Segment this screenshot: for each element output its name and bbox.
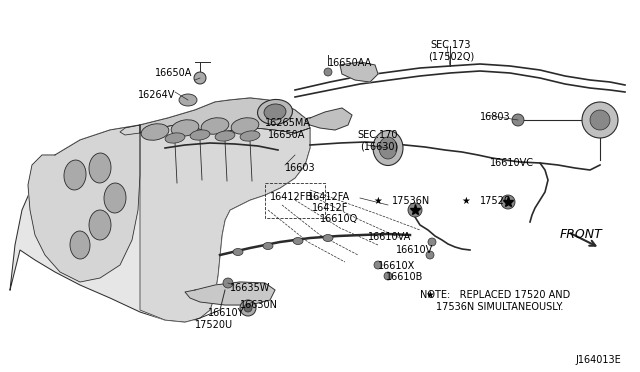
Ellipse shape: [201, 118, 229, 134]
Text: 16603: 16603: [285, 163, 316, 173]
Text: FRONT: FRONT: [560, 228, 603, 241]
Circle shape: [374, 261, 382, 269]
Polygon shape: [28, 125, 140, 282]
Ellipse shape: [293, 237, 303, 244]
Polygon shape: [120, 98, 310, 135]
Circle shape: [512, 114, 524, 126]
Text: 16610Y: 16610Y: [208, 308, 244, 318]
Text: SEC.170: SEC.170: [357, 130, 397, 140]
Circle shape: [426, 251, 434, 259]
Text: 16635W: 16635W: [230, 283, 270, 293]
Ellipse shape: [165, 133, 185, 143]
Text: 16412FA: 16412FA: [308, 192, 350, 202]
Ellipse shape: [64, 160, 86, 190]
Polygon shape: [140, 125, 310, 322]
Ellipse shape: [141, 124, 169, 140]
Ellipse shape: [240, 131, 260, 141]
Ellipse shape: [233, 248, 243, 256]
Ellipse shape: [179, 94, 197, 106]
Polygon shape: [305, 108, 352, 130]
Text: ★: ★: [425, 290, 434, 300]
Polygon shape: [340, 62, 378, 82]
Text: 16412F: 16412F: [312, 203, 348, 213]
Circle shape: [590, 110, 610, 130]
Ellipse shape: [379, 137, 397, 159]
Polygon shape: [10, 98, 310, 322]
Ellipse shape: [190, 130, 210, 140]
Text: 17536N SIMULTANEOUSLY.: 17536N SIMULTANEOUSLY.: [436, 302, 563, 312]
Text: ★: ★: [461, 196, 470, 206]
Circle shape: [582, 102, 618, 138]
Text: 17536N: 17536N: [392, 196, 430, 206]
Circle shape: [240, 300, 256, 316]
Ellipse shape: [373, 131, 403, 166]
Ellipse shape: [323, 234, 333, 241]
Text: 16610B: 16610B: [386, 272, 424, 282]
Circle shape: [501, 195, 515, 209]
Text: NOTE:   REPLACED 17520 AND: NOTE: REPLACED 17520 AND: [420, 290, 570, 300]
Text: 16610X: 16610X: [378, 261, 415, 271]
Circle shape: [194, 72, 206, 84]
Circle shape: [244, 304, 252, 312]
Text: 16412FB: 16412FB: [270, 192, 313, 202]
Text: 16630N: 16630N: [240, 300, 278, 310]
Polygon shape: [185, 282, 275, 305]
Ellipse shape: [70, 231, 90, 259]
Text: 16610V: 16610V: [396, 245, 433, 255]
Text: 16610Q: 16610Q: [320, 214, 358, 224]
Text: 16264V: 16264V: [138, 90, 175, 100]
Ellipse shape: [231, 118, 259, 134]
Circle shape: [408, 203, 422, 217]
Text: SEC.173: SEC.173: [430, 40, 470, 50]
Text: J164013E: J164013E: [575, 355, 621, 365]
Text: 17520U: 17520U: [195, 320, 233, 330]
Text: 16803: 16803: [480, 112, 511, 122]
Ellipse shape: [264, 104, 286, 120]
Text: (16630): (16630): [360, 141, 398, 151]
Ellipse shape: [104, 183, 126, 213]
Text: ★: ★: [373, 196, 382, 206]
Text: 16650AA: 16650AA: [328, 58, 372, 68]
Ellipse shape: [257, 99, 292, 125]
Text: 16610VC: 16610VC: [490, 158, 534, 168]
Text: (17502Q): (17502Q): [428, 51, 474, 61]
Ellipse shape: [171, 120, 199, 136]
Circle shape: [428, 238, 436, 246]
Circle shape: [324, 68, 332, 76]
Text: 17520: 17520: [480, 196, 511, 206]
Text: 16610VA: 16610VA: [368, 232, 412, 242]
Text: 16650A: 16650A: [155, 68, 193, 78]
Circle shape: [223, 278, 233, 288]
Ellipse shape: [89, 153, 111, 183]
Text: 16265MA: 16265MA: [265, 118, 311, 128]
Ellipse shape: [215, 131, 235, 141]
Text: 16650A: 16650A: [268, 130, 305, 140]
Circle shape: [384, 272, 392, 280]
Ellipse shape: [89, 210, 111, 240]
Ellipse shape: [263, 243, 273, 250]
